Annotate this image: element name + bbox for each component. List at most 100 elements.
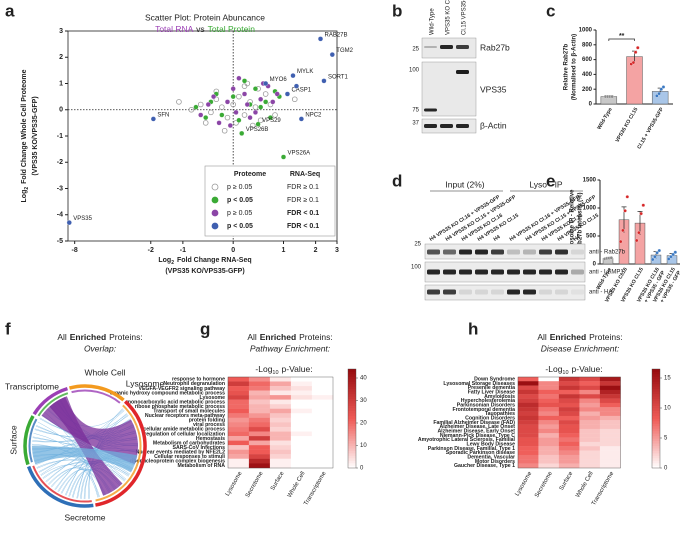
- point: [298, 116, 304, 122]
- axis-label: (Normalised to β-Actin): [572, 34, 578, 100]
- heat-cell: [558, 463, 580, 469]
- heat-cell: [558, 441, 580, 447]
- heat-cell: [290, 454, 313, 460]
- heat-cell: [558, 376, 580, 382]
- set-label: Surface: [8, 425, 18, 455]
- heat-cell: [290, 404, 313, 409]
- axis-label-part: 2: [171, 260, 174, 266]
- heat-cell: [227, 376, 250, 382]
- colorbar-step: [348, 406, 356, 409]
- panel-label: h: [468, 319, 478, 338]
- point: [193, 104, 199, 110]
- column-label: Transcriptome: [303, 470, 328, 507]
- heat-cell: [269, 449, 292, 455]
- legend-text: p < 0.05: [227, 223, 253, 230]
- heat-cell: [579, 463, 601, 469]
- chart-title: All Enriched Proteins:: [57, 332, 142, 342]
- data-point: [618, 239, 623, 244]
- heat-cell: [599, 450, 621, 456]
- set-arc: [32, 386, 69, 416]
- legend-text: FDR < 0.1: [287, 210, 319, 217]
- row-label: Dementia, Vascular: [467, 455, 515, 461]
- heat-cell: [538, 424, 560, 430]
- colorbar-step: [652, 458, 660, 461]
- y-tick-label: 2: [59, 54, 63, 61]
- colorbar-step: [652, 425, 660, 429]
- title-part: Proteins:: [109, 332, 143, 342]
- data-point: [634, 238, 639, 243]
- colorbar-step: [348, 418, 356, 422]
- row-label: regulation of cellular localization: [144, 431, 225, 437]
- heat-cell: [248, 376, 271, 382]
- heat-cell: [311, 454, 334, 460]
- point: [263, 80, 269, 87]
- data-point: [636, 46, 640, 50]
- heat-cell: [599, 385, 621, 391]
- heat-cell: [517, 411, 539, 417]
- panel-label: a: [5, 1, 15, 20]
- point: [224, 99, 231, 105]
- heat-cell: [311, 417, 334, 423]
- heat-cell: [311, 376, 334, 382]
- legend-text: p ≥ 0.05: [227, 184, 252, 191]
- blot-band: [424, 108, 437, 112]
- title-part: Enriched: [550, 332, 586, 342]
- heat-cell: [248, 381, 271, 387]
- colorbar-step: [348, 378, 356, 382]
- heat-cell: [227, 463, 250, 469]
- heat-cell: [517, 389, 539, 395]
- colorbar-label: 40: [360, 376, 367, 382]
- axis-label: Lysosome IP - Relative: [570, 189, 576, 255]
- blot-band: [491, 289, 504, 295]
- heat-cell: [538, 433, 560, 438]
- heat-cell: [538, 394, 560, 399]
- row-label: Tauopathies: [485, 411, 515, 417]
- heat-cell: [538, 376, 560, 382]
- row-label: Nuclear events mediated by NFE2L2: [136, 449, 225, 455]
- heat-cell: [290, 436, 313, 441]
- data-point: [657, 91, 661, 96]
- colorbar-step: [348, 465, 356, 469]
- heat-cell: [517, 424, 539, 430]
- data-point: [641, 203, 646, 207]
- heat-cell: [558, 389, 580, 395]
- point: [284, 91, 290, 97]
- blot-band: [475, 249, 488, 255]
- colorbar-step: [652, 435, 660, 439]
- colorbar-step: [348, 376, 356, 380]
- heat-cell: [248, 417, 271, 423]
- colorbar-step: [652, 443, 660, 447]
- heat-cell: [599, 407, 621, 412]
- axis-label-part: 2: [24, 187, 30, 190]
- axis-label: Rab27b Intensity (%): [578, 192, 584, 251]
- point-label: SFN: [157, 113, 169, 119]
- point: [216, 120, 222, 126]
- colorbar-step: [652, 453, 660, 456]
- heat-cell: [538, 437, 560, 443]
- axis-label-part: Log: [21, 190, 28, 203]
- blot-band: [456, 45, 469, 49]
- data-point: [639, 211, 643, 216]
- chart-title: All Enriched Proteins:: [537, 332, 622, 342]
- row-label: Metabolism of RNA: [177, 463, 225, 469]
- heat-cell: [579, 381, 601, 386]
- point: [208, 109, 214, 116]
- scale-label: -Log10 p-Value:: [545, 364, 602, 376]
- heat-cell: [538, 441, 560, 447]
- heat-cell: [311, 413, 334, 419]
- y-tick-label: -3: [57, 185, 63, 192]
- heat-cell: [311, 404, 334, 409]
- colorbar-frame: [651, 368, 661, 469]
- blot-band: [571, 269, 584, 275]
- blot-strip: [424, 243, 586, 260]
- row-label: Sporadic Parkinson disease: [446, 450, 515, 456]
- colorbar-step: [652, 406, 660, 409]
- colorbar-step: [652, 381, 660, 385]
- y-tick-label: 500: [586, 234, 597, 240]
- axis-label-part: Log: [158, 257, 171, 264]
- antibody-label: anti - Rab27b: [589, 250, 626, 256]
- legend-marker: [211, 222, 219, 230]
- blot-band: [523, 289, 536, 295]
- heat-cell: [227, 386, 250, 391]
- y-tick-label: 1: [59, 80, 63, 87]
